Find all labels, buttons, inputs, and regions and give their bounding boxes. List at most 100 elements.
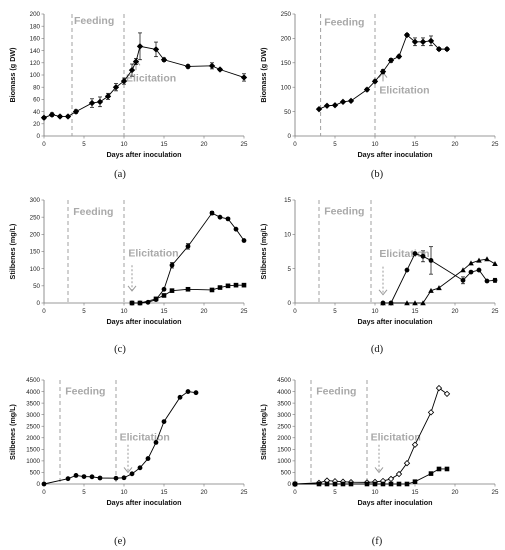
diamond-marker: [339, 98, 347, 106]
y-tick-label: 120: [30, 60, 41, 67]
x-tick-label: 25: [241, 308, 248, 315]
annotation-label: Elicitation: [126, 72, 176, 84]
data-series-2: [292, 466, 450, 487]
x-tick-label: 10: [372, 489, 379, 496]
circle-marker: [468, 269, 474, 275]
y-tick-label: 0: [288, 300, 292, 307]
circle-marker: [177, 394, 183, 400]
panel-caption: (b): [371, 169, 384, 180]
diamond-marker: [240, 74, 248, 81]
x-tick-label: 5: [333, 141, 337, 148]
circle-marker: [161, 286, 167, 292]
square-marker: [380, 481, 386, 487]
diamond-marker: [387, 475, 395, 483]
panel-caption: (e): [114, 536, 126, 547]
circle-marker: [404, 267, 410, 273]
triangle-marker: [460, 267, 466, 273]
diamond-marker: [120, 77, 128, 85]
diamond-marker: [56, 113, 64, 120]
x-tick-label: 25: [492, 308, 499, 315]
panel-caption: (d): [371, 344, 384, 355]
y-axis-title: Biomass (g DW): [8, 47, 17, 103]
diamond-marker: [395, 470, 403, 478]
circle-marker: [89, 474, 95, 480]
circle-marker: [241, 238, 247, 243]
circle-marker: [137, 465, 143, 471]
x-tick-label: 10: [372, 141, 379, 148]
circle-marker: [81, 474, 87, 480]
circle-marker: [129, 471, 135, 477]
x-tick-label: 15: [161, 141, 168, 148]
x-tick-label: 20: [452, 308, 459, 315]
square-marker: [324, 481, 330, 487]
x-tick-label: 25: [492, 489, 499, 496]
y-tick-label: 10: [284, 232, 291, 239]
square-marker: [428, 471, 434, 476]
x-tick-label: 0: [293, 141, 297, 148]
x-tick-label: 5: [82, 489, 86, 496]
square-marker: [444, 466, 450, 472]
diamond-marker: [132, 58, 140, 65]
triangle-marker: [468, 260, 474, 266]
circle-marker: [97, 475, 103, 481]
chart-panel-d: 0 5 10 15 0 5 10 15 20 25 Days after inoculation St…: [259, 197, 499, 355]
y-axis-title: Stilbenes (mg/L): [8, 223, 17, 280]
square-marker: [332, 481, 338, 487]
diamond-marker: [379, 68, 387, 75]
data-series-1: [315, 31, 451, 113]
elicitation-arrow-head: [123, 467, 133, 474]
x-axis-title: Days after inoculation: [106, 150, 181, 159]
diamond-marker: [88, 99, 96, 107]
y-tick-label: 80: [33, 84, 40, 91]
y-tick-label: 2000: [277, 435, 291, 442]
x-tick-label: 15: [412, 489, 419, 496]
x-tick-label: 10: [121, 489, 128, 496]
x-axis-title: Days after inoculation: [357, 498, 432, 507]
x-tick-label: 15: [412, 141, 419, 148]
diamond-marker: [104, 93, 112, 100]
square-marker: [436, 466, 442, 472]
y-tick-label: 140: [30, 48, 41, 55]
square-marker: [217, 285, 223, 290]
annotation-label: Feeding: [324, 205, 364, 217]
square-marker: [388, 481, 394, 487]
circle-marker: [217, 214, 223, 220]
y-tick-label: 500: [281, 470, 292, 477]
diamond-marker: [184, 63, 192, 70]
diamond-marker: [112, 84, 120, 91]
y-tick-label: 0: [37, 300, 41, 307]
data-series-2: [380, 256, 498, 306]
circle-marker: [113, 475, 119, 481]
circle-marker: [209, 210, 215, 216]
x-axis-title: Days after inoculation: [357, 150, 432, 159]
circle-marker: [484, 278, 490, 284]
y-tick-label: 200: [30, 11, 41, 18]
y-tick-label: 100: [30, 72, 41, 79]
diamond-marker: [152, 46, 160, 53]
annotation-label: Elicitation: [379, 85, 429, 97]
x-axis-title: Days after inoculation: [106, 498, 181, 507]
x-tick-label: 10: [121, 308, 128, 315]
diamond-marker: [40, 114, 48, 121]
y-tick-label: 0: [37, 481, 41, 488]
diamond-marker: [403, 460, 411, 467]
y-tick-label: 150: [281, 60, 292, 67]
diamond-marker: [48, 111, 56, 118]
series-line: [318, 34, 447, 110]
circle-marker: [153, 440, 159, 445]
x-tick-label: 20: [201, 308, 208, 315]
diamond-marker: [64, 113, 72, 120]
circle-marker: [73, 473, 79, 478]
square-marker: [241, 282, 247, 288]
diamond-marker: [136, 43, 144, 50]
y-tick-label: 4500: [277, 377, 291, 384]
y-tick-label: 3500: [26, 400, 40, 407]
x-tick-label: 0: [293, 489, 297, 496]
y-tick-label: 1000: [26, 458, 40, 465]
diamond-marker: [96, 98, 104, 106]
y-tick-label: 300: [30, 197, 41, 204]
elicitation-arrow-head: [374, 467, 384, 474]
diamond-marker: [315, 105, 323, 113]
x-tick-label: 20: [452, 141, 459, 148]
y-tick-label: 50: [284, 109, 291, 116]
